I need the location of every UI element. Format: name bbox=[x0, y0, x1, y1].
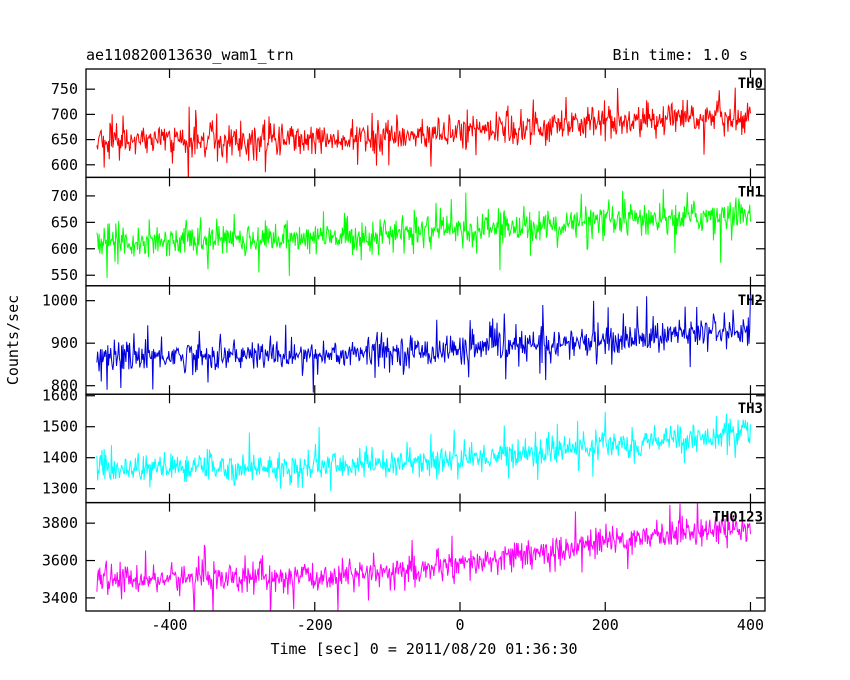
series-line-th2 bbox=[96, 292, 751, 393]
y-axis-label: Counts/sec bbox=[4, 295, 22, 385]
y-tick-label: 3400 bbox=[42, 589, 78, 607]
panel-label-th3: TH3 bbox=[738, 401, 763, 417]
series-line-th1 bbox=[96, 189, 751, 279]
panel-th0123: 3400 3600 3800 TH0123 bbox=[42, 501, 766, 612]
bin-time-label: Bin time: 1.0 s bbox=[613, 46, 748, 64]
y-tick-label: 750 bbox=[51, 80, 78, 98]
x-tick-label: 0 bbox=[455, 616, 464, 634]
y-tick-label: 800 bbox=[51, 377, 78, 395]
y-tick-label: 1600 bbox=[42, 387, 78, 405]
x-tick-label: -200 bbox=[297, 616, 333, 634]
y-tick-label: 600 bbox=[51, 156, 78, 174]
y-tick-label: 3600 bbox=[42, 552, 78, 570]
y-tick-label: 1400 bbox=[42, 449, 78, 467]
x-tick-label: 400 bbox=[737, 616, 764, 634]
panel-label-th0123: TH0123 bbox=[712, 510, 763, 526]
y-tick-label: 3800 bbox=[42, 514, 78, 532]
panels: 600 650 700 750 TH0 550 600 650 700 TH1 800 900 1000… bbox=[42, 68, 766, 612]
panel-th3: 1300 1400 1500 1600 TH3 bbox=[42, 387, 766, 504]
x-axis-label: Time [sec] 0 = 2011/08/20 01:36:30 bbox=[270, 640, 577, 658]
series-line-th0 bbox=[96, 87, 751, 178]
panel-label-th0: TH0 bbox=[738, 76, 763, 92]
panel-label-th2: TH2 bbox=[738, 293, 763, 309]
y-tick-label: 650 bbox=[51, 131, 78, 149]
y-tick-label: 900 bbox=[51, 334, 78, 352]
y-tick-label: 700 bbox=[51, 187, 78, 205]
chart-title: ae110820013630_wam1_trn bbox=[86, 46, 294, 64]
series-line-th3 bbox=[96, 411, 751, 491]
panel-th1: 550 600 650 700 TH1 bbox=[51, 176, 766, 287]
y-tick-label: 600 bbox=[51, 240, 78, 258]
x-tick-label: 200 bbox=[592, 616, 619, 634]
panel-label-th1: TH1 bbox=[738, 184, 763, 200]
y-tick-label: 1500 bbox=[42, 418, 78, 436]
y-tick-label: 1300 bbox=[42, 480, 78, 498]
series-line-th0123 bbox=[96, 502, 751, 612]
x-tick-label: -400 bbox=[151, 616, 187, 634]
panel-frame bbox=[85, 501, 766, 612]
y-tick-label: 1000 bbox=[42, 292, 78, 310]
y-tick-label: 700 bbox=[51, 105, 78, 123]
y-tick-label: 550 bbox=[51, 266, 78, 284]
y-tick-label: 650 bbox=[51, 213, 78, 231]
x-axis: -400 -200 0 200 400 bbox=[151, 616, 764, 634]
